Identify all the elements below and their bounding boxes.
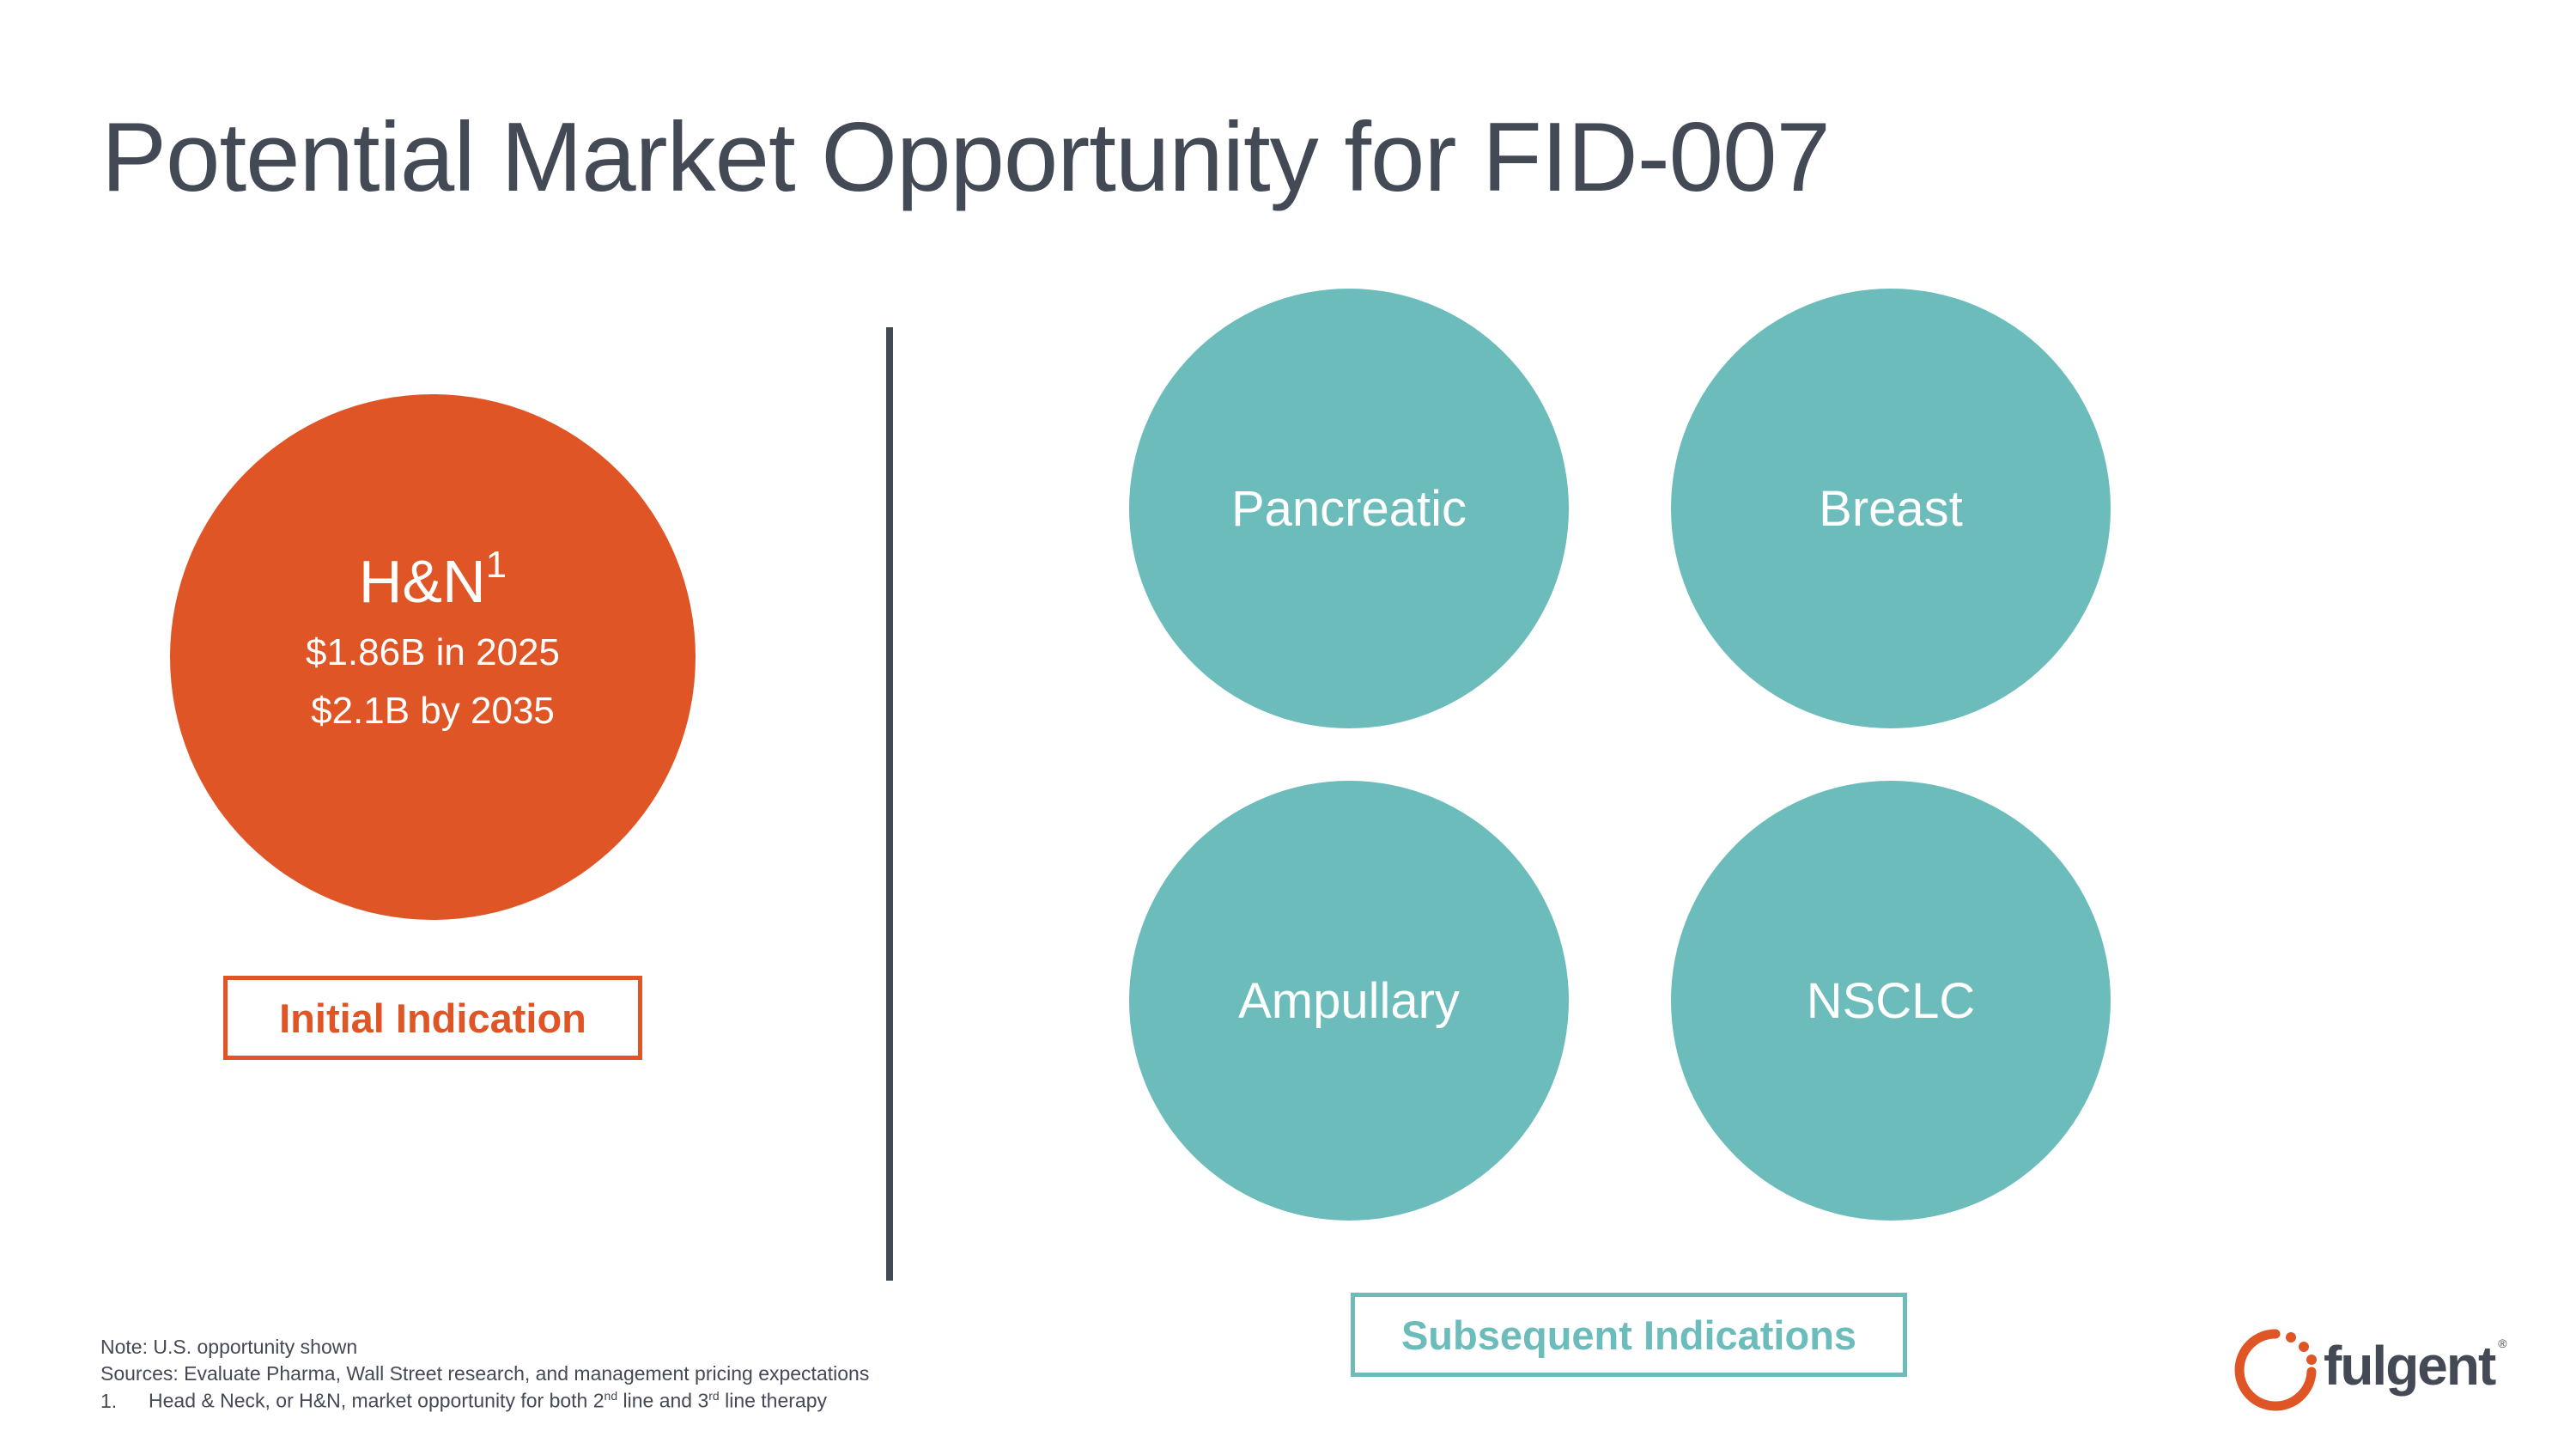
fulgent-logo: fulgent ® xyxy=(2224,1318,2507,1413)
initial-indication-circle: H&N1 $1.86B in 2025 $2.1B by 2035 xyxy=(170,394,696,920)
fulgent-logo-mark-icon xyxy=(2234,1329,2317,1411)
subsequent-indications-label: Subsequent Indications xyxy=(1351,1293,1907,1377)
footnote-1: 1. Head & Neck, or H&N, market opportunit… xyxy=(100,1389,827,1413)
logo-wordmark: fulgent xyxy=(2324,1335,2496,1397)
divider xyxy=(886,327,893,1281)
circle-ampullary: Ampullary xyxy=(1129,781,1569,1221)
footnote-sup-a: nd xyxy=(604,1389,618,1403)
circle-nsclc: NSCLC xyxy=(1671,781,2111,1221)
initial-indication-label: Initial Indication xyxy=(223,976,642,1060)
hn-heading: H&N1 xyxy=(358,544,507,616)
footnote-marker: 1 xyxy=(485,544,507,586)
circle-breast: Breast xyxy=(1671,289,2111,728)
circle-pancreatic: Pancreatic xyxy=(1129,289,1569,728)
footnote-text-c: line therapy xyxy=(719,1389,828,1412)
footnote-text-a: Head & Neck, or H&N, market opportunity … xyxy=(149,1389,605,1412)
sources-text: Sources: Evaluate Pharma, Wall Street re… xyxy=(100,1362,870,1385)
value-2025: $1.86B in 2025 xyxy=(305,631,561,673)
footnote-number: 1. xyxy=(100,1389,118,1412)
value-2035: $2.1B by 2035 xyxy=(311,690,555,732)
hn-label: H&N xyxy=(358,548,486,615)
registered-mark: ® xyxy=(2498,1336,2507,1350)
footnote-text-b: line and 3 xyxy=(617,1389,709,1412)
note-text: Note: U.S. opportunity shown xyxy=(100,1336,358,1358)
page-title: Potential Market Opportunity for FID-007 xyxy=(101,103,1831,212)
footnote-sup-b: rd xyxy=(708,1389,720,1403)
